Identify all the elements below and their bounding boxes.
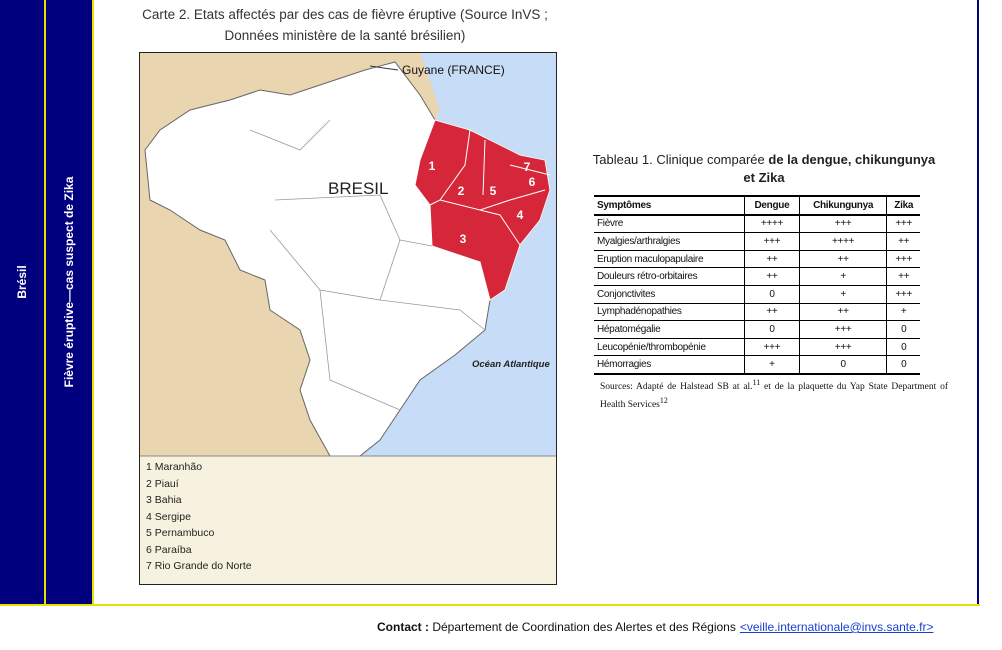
table-cell: 0 (886, 338, 920, 357)
state-number: 4 (517, 208, 524, 222)
table-row: Leucopénie/thrombopénie +++ +++ 0 (594, 338, 920, 357)
separator (44, 0, 46, 604)
symptom: Eruption maculopapulaire (594, 250, 745, 269)
state-borders (249, 119, 486, 411)
table-row: Douleurs rétro-orbitaires ++ + ++ (594, 267, 920, 286)
map-caption: Carte 2. Etats affectés par des cas de f… (142, 7, 548, 22)
table-cell: 0 (798, 355, 887, 375)
symptom: Myalgies/arthralgies (594, 232, 745, 251)
state-number: 7 (524, 160, 531, 174)
table-cell: ++ (744, 267, 800, 286)
footer: Contact : Département de Coordination de… (377, 620, 933, 634)
map-label: BRESIL (328, 179, 388, 198)
state-number: 5 (490, 184, 497, 198)
footer-label: Contact : (377, 620, 429, 634)
legend-item: 2 Piauí (146, 477, 179, 490)
table-cell: ++ (886, 232, 920, 251)
table-cell: 0 (744, 285, 800, 304)
table-cell: ++ (744, 250, 800, 269)
table-cell: ++++ (798, 232, 887, 251)
table-cell: ++++ (744, 214, 800, 234)
map-caption: Données ministère de la santé brésilien) (224, 28, 466, 43)
table-cell: +++ (798, 214, 887, 234)
table-cell: +++ (744, 232, 800, 251)
source-text: Sources: Adapté de Halstead SB at al. (600, 382, 753, 393)
state-number: 6 (529, 175, 536, 189)
comparison-table: Symptômes Dengue Chikungunya Zika Fièvre ++++… (594, 195, 920, 375)
state-number: 1 (429, 159, 436, 173)
sidebar-topic: Fièvre éruptive—cas suspect de Zika (62, 176, 76, 388)
table-cell: ++ (798, 303, 887, 322)
table-cell: 0 (886, 355, 920, 375)
state-borders (429, 129, 551, 246)
table-cell: + (798, 267, 887, 286)
source-ref: 11 (752, 378, 761, 387)
map: Guyane (FRANCE) BRESIL Océan Atlantique … (139, 52, 557, 585)
source-text: et de la plaquette du Yap State Departme… (600, 382, 948, 411)
symptom: Leucopénie/thrombopénie (594, 338, 745, 357)
table-title-bold: de la dengue, chikungunya et Zika (743, 152, 936, 185)
symptom: Hémorragies (594, 355, 745, 375)
column-header: Chikungunya (798, 195, 887, 216)
source-ref: 12 (659, 396, 668, 406)
map-frame (139, 52, 557, 585)
symptom: Hépatomégalie (594, 320, 745, 339)
table-cell: +++ (798, 320, 887, 339)
table-cell: ++ (886, 267, 920, 286)
column-header: Dengue (744, 195, 800, 216)
table-cell: +++ (744, 338, 800, 357)
leader-line (369, 65, 399, 71)
map-label: Guyane (FRANCE) (402, 63, 505, 77)
table-row: Myalgies/arthralgies +++ ++++ ++ (594, 232, 920, 251)
table-cell: +++ (798, 338, 887, 357)
table-row: Fièvre ++++ +++ +++ (594, 214, 920, 234)
symptom: Fièvre (594, 214, 745, 234)
legend-item: 4 Sergipe (146, 510, 191, 523)
table-cell: + (798, 285, 887, 304)
contact-email[interactable]: <veille.internationale@invs.sante.fr> (739, 620, 934, 634)
table-row: Conjonctivites 0 + +++ (594, 285, 920, 304)
column-header: Symptômes (594, 195, 745, 216)
table-row: Lymphadénopathies ++ ++ + (594, 303, 920, 322)
table-cell: + (744, 355, 800, 375)
sidebar-topic-band (46, 0, 92, 604)
table-cell: ++ (744, 303, 800, 322)
right-border (977, 0, 979, 604)
sidebar-country-band (0, 0, 44, 604)
legend-item: 1 Maranhão (146, 461, 203, 473)
state-number: 2 (458, 184, 465, 198)
state-number: 3 (460, 232, 467, 246)
legend-item: 5 Pernambuco (146, 527, 215, 539)
sidebar-country: Brésil (15, 265, 29, 299)
table-title: Tableau 1. Clinique comparée de la dengu… (588, 151, 940, 187)
symptom: Douleurs rétro-orbitaires (594, 267, 745, 286)
column-header: Zika (886, 195, 920, 216)
map-label: Océan Atlantique (472, 359, 550, 370)
symptom: Conjonctivites (594, 285, 745, 304)
table-cell: 0 (744, 320, 800, 339)
footer-text: Département de Coordination des Alertes … (432, 620, 736, 634)
table-cell: + (886, 303, 920, 322)
separator (0, 604, 980, 606)
symptom: Lymphadénopathies (594, 303, 745, 322)
legend-item: 7 Rio Grande do Norte (146, 560, 252, 572)
legend-item: 3 Bahia (146, 494, 182, 506)
table-row: Hémorragies +0 0 (594, 355, 920, 375)
table-title-prefix: Tableau 1. Clinique comparée (592, 152, 765, 167)
legend-box (139, 455, 557, 585)
state-numbers: 1 2 3 4 5 67 (429, 159, 536, 246)
table-row: Eruption maculopapulaire ++ ++ +++ (594, 250, 920, 269)
table-cell: ++ (798, 250, 887, 269)
table-cell: +++ (886, 285, 920, 304)
table-cell: +++ (886, 214, 920, 234)
table-row: Hépatomégalie 0 +++ 0 (594, 320, 920, 339)
legend-item: 6 Paraíba (146, 543, 192, 556)
table-cell: +++ (886, 250, 920, 269)
table-cell: 0 (886, 320, 920, 339)
separator (92, 0, 94, 604)
table-sources: Sources: Adapté de Halstead SB at al.11 … (600, 376, 948, 412)
